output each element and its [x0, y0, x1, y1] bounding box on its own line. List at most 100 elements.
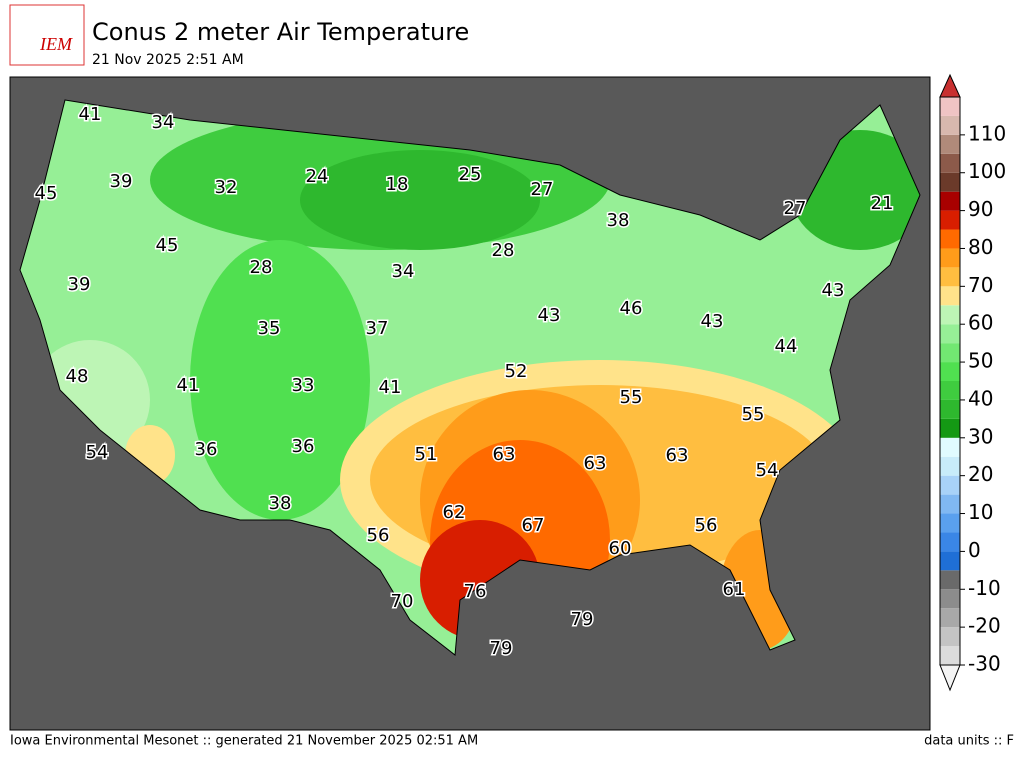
- colorbar-band: [940, 305, 960, 325]
- station-value: 43: [538, 305, 561, 326]
- station-value: 21: [871, 193, 894, 214]
- colorbar-band: [940, 229, 960, 249]
- colorbar-tick-label: -20: [968, 614, 1001, 638]
- station-value: 41: [177, 375, 200, 396]
- colorbar-tick-label: 20: [968, 462, 993, 486]
- colorbar-band: [940, 570, 960, 590]
- colorbar-band: [940, 494, 960, 514]
- colorbar-band: [940, 589, 960, 609]
- station-value: 36: [195, 439, 218, 460]
- station-value: 41: [379, 377, 402, 398]
- colorbar-band: [940, 286, 960, 306]
- colorbar-band: [940, 134, 960, 154]
- colorbar-tick-label: 10: [968, 500, 993, 524]
- colorbar-band: [940, 248, 960, 268]
- station-value: 37: [366, 318, 389, 339]
- colorbar-arrow-high: [939, 73, 961, 98]
- colorbar-band: [940, 210, 960, 230]
- station-value: 67: [522, 515, 545, 536]
- station-value: 52: [505, 361, 528, 382]
- station-value: 56: [695, 515, 718, 536]
- station-value: 24: [306, 166, 329, 187]
- colorbar-tick-label: 30: [968, 424, 993, 448]
- colorbar-band: [940, 381, 960, 400]
- colorbar-tick-label: 90: [968, 197, 993, 221]
- colorbar-band: [940, 324, 960, 344]
- footer-left: Iowa Environmental Mesonet :: generated …: [10, 734, 478, 749]
- station-value: 25: [459, 164, 482, 185]
- colorbar-band: [940, 362, 960, 381]
- logo: [9, 4, 85, 66]
- colorbar-band: [940, 267, 960, 287]
- colorbar-tick-label: -10: [968, 576, 1001, 600]
- colorbar-tick-label: 40: [968, 386, 993, 410]
- colorbar-band: [940, 399, 960, 419]
- colorbar-band: [940, 97, 960, 116]
- station-value: 27: [784, 198, 807, 219]
- station-value: 63: [584, 453, 607, 474]
- station-value: 35: [258, 318, 281, 339]
- station-value: 45: [35, 183, 58, 204]
- logo-text: IEM: [39, 34, 73, 54]
- station-value: 63: [666, 445, 689, 466]
- station-value: 38: [607, 210, 630, 231]
- station-value: 60: [609, 538, 632, 559]
- station-value: 63: [493, 444, 516, 465]
- station-value: 79: [490, 638, 513, 659]
- station-value: 27: [531, 179, 554, 200]
- map: 41 34 45 39 32 24 18 25 27 38 27 21 45 28 28 34 39 43 46 43…: [9, 76, 931, 731]
- station-value: 45: [156, 235, 179, 256]
- station-value: 62: [443, 502, 466, 523]
- station-value: 55: [742, 404, 765, 425]
- station-value: 76: [464, 581, 487, 602]
- station-value: 33: [292, 375, 315, 396]
- station-value: 61: [723, 579, 746, 600]
- colorbar-tick-label: 80: [968, 235, 993, 259]
- footer-right: data units :: F: [924, 734, 1014, 749]
- colorbar-band: [940, 475, 960, 495]
- colorbar-tick-label: 0: [968, 538, 981, 562]
- station-value: 54: [86, 442, 109, 463]
- station-value: 51: [415, 444, 438, 465]
- station-value: 28: [492, 240, 515, 261]
- station-value: 28: [250, 257, 273, 278]
- colorbar-band: [940, 513, 960, 533]
- colorbar-tick-label: 50: [968, 349, 993, 373]
- subtitle: 21 Nov 2025 2:51 AM: [92, 52, 244, 68]
- colorbar-tick-label: 100: [968, 159, 1006, 183]
- colorbar-frame: [939, 96, 961, 666]
- colorbar-tick-label: 60: [968, 311, 993, 335]
- colorbar-band: [940, 608, 960, 628]
- colorbar-tick-label: 70: [968, 273, 993, 297]
- station-value: 43: [701, 311, 724, 332]
- colorbar-band: [940, 627, 960, 647]
- station-value: 48: [66, 366, 89, 387]
- station-value: 79: [571, 609, 594, 630]
- colorbar-tick-label: 110: [968, 121, 1006, 145]
- colorbar-band: [940, 437, 960, 457]
- station-value: 32: [215, 177, 238, 198]
- station-value: 56: [367, 525, 390, 546]
- station-value: 39: [68, 274, 91, 295]
- station-value: 34: [392, 261, 415, 282]
- station-value: 34: [152, 112, 175, 133]
- title: Conus 2 meter Air Temperature: [92, 18, 469, 46]
- station-value: 18: [386, 174, 409, 195]
- colorbar-band: [940, 191, 960, 211]
- colorbar-arrow-low: [939, 664, 961, 692]
- colorbar-tick-label: -30: [968, 652, 1001, 676]
- station-value: 44: [775, 336, 798, 357]
- station-value: 70: [391, 591, 414, 612]
- colorbar-band: [940, 172, 960, 192]
- station-value: 54: [756, 460, 779, 481]
- station-value: 39: [110, 171, 133, 192]
- station-value: 55: [620, 387, 643, 408]
- station-value: 36: [292, 436, 315, 457]
- colorbar-band: [940, 646, 960, 665]
- colorbar: -30 -20 -10 0 10 20 30 40 50 60 70 80 90 100 110: [939, 73, 1006, 692]
- station-value: 38: [269, 493, 292, 514]
- colorbar-band: [940, 551, 960, 571]
- colorbar-band: [940, 343, 960, 363]
- station-value: 46: [620, 298, 643, 319]
